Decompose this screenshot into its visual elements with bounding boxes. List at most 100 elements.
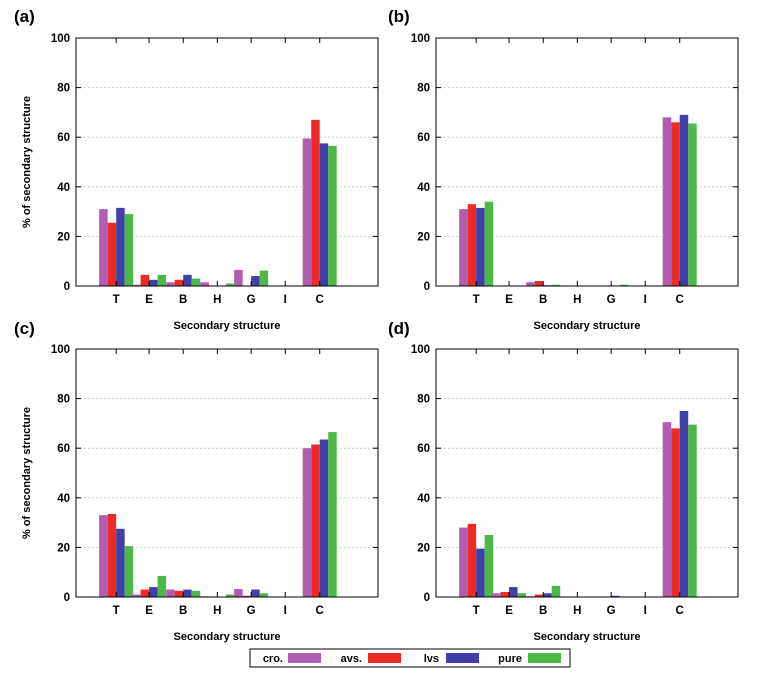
y-tick-label: 60: [417, 132, 430, 144]
bar-T-pure: [124, 546, 134, 597]
y-tick-label: 0: [424, 281, 430, 293]
bar-E-cro: [492, 593, 501, 597]
legend-swatch-avs: [368, 653, 401, 663]
bar-B-avs: [174, 590, 184, 597]
panel-b: 0 20 40 60 80 100 T E B H G I C (b) Secondary structur…: [388, 7, 739, 332]
bar-C-lvs: [319, 143, 329, 286]
panel-label: (b): [388, 7, 410, 26]
x-tick-label: I: [644, 605, 647, 617]
bar-B-cro: [526, 282, 535, 286]
plot-frame: [75, 37, 379, 287]
bar-C-pure: [688, 424, 697, 597]
x-tick-label: C: [316, 605, 324, 617]
bar-C-lvs: [679, 114, 689, 286]
bar-T-cro: [459, 209, 468, 286]
y-tick-label: 80: [57, 394, 70, 406]
bar-T-pure: [484, 201, 494, 286]
x-tick-label: B: [179, 294, 187, 306]
bar-T-avs: [107, 513, 117, 597]
bar-T-lvs: [476, 548, 485, 597]
x-tick-label: C: [676, 294, 684, 306]
legend-box: [249, 648, 571, 668]
bar-B-pure: [551, 284, 561, 286]
bar-C-avs: [311, 119, 320, 286]
y-tick-label: 40: [57, 493, 70, 505]
x-axis-label: Secondary structure: [174, 320, 281, 332]
x-tick-label: E: [145, 605, 153, 617]
bar-E-pure: [517, 593, 527, 597]
panel-a: 0 20 40 60 80 100 T E B H G I C (a) Secondary structur…: [14, 7, 379, 332]
y-tick-label: 100: [51, 344, 70, 356]
legend-swatch-lvs: [446, 653, 479, 663]
x-tick-label: T: [113, 294, 120, 306]
x-tick-label: H: [213, 294, 221, 306]
bar-T-avs: [467, 523, 477, 597]
legend-swatch-pure: [528, 653, 561, 663]
bar-G-pure: [259, 270, 269, 286]
bar-H-cro: [200, 282, 209, 286]
y-axis-label: % of secondary structure: [21, 96, 33, 228]
bar-C-lvs: [319, 439, 329, 597]
bar-E-avs: [140, 589, 150, 597]
bar-C-pure: [328, 432, 337, 597]
bar-T-lvs: [116, 207, 125, 286]
x-tick-label: T: [473, 294, 480, 306]
bar-B-lvs: [183, 589, 192, 597]
x-tick-label: H: [573, 294, 581, 306]
y-tick-label: 60: [57, 132, 70, 144]
bar-C-avs: [671, 428, 680, 597]
bar-C-cro: [302, 448, 312, 597]
bar-E-lvs: [509, 587, 518, 597]
bar-E-cro: [132, 284, 141, 286]
x-tick-label: E: [505, 605, 513, 617]
panel-d: 0 20 40 60 80 100 T E B H G I C (d) Secondary structur…: [388, 319, 739, 643]
bar-B-cro: [166, 589, 175, 597]
panel-label: (c): [14, 319, 35, 338]
y-tick-label: 20: [57, 542, 70, 554]
x-axis-label: Secondary structure: [534, 631, 641, 643]
bar-E-pure: [157, 575, 167, 597]
bar-T-pure: [484, 535, 494, 597]
bar-B-lvs: [183, 274, 192, 286]
bar-B-cro: [166, 282, 175, 286]
legend-label-pure: pure: [498, 653, 522, 665]
bar-E-pure: [157, 274, 167, 286]
bar-C-pure: [328, 145, 337, 286]
y-tick-label: 0: [64, 281, 70, 293]
y-tick-label: 60: [417, 443, 430, 455]
bar-E-lvs: [149, 587, 158, 597]
x-tick-label: G: [247, 605, 256, 617]
panel-c: 0 20 40 60 80 100 T E B H G I C (c) Secondary structur…: [14, 319, 379, 643]
x-tick-label: I: [284, 294, 287, 306]
x-tick-label: B: [539, 605, 547, 617]
bar-E-lvs: [149, 279, 158, 286]
y-tick-label: 80: [417, 394, 430, 406]
bar-T-pure: [124, 214, 134, 286]
y-tick-label: 80: [57, 83, 70, 95]
bar-C-cro: [662, 422, 672, 597]
y-tick-label: 40: [417, 182, 430, 194]
bar-E-avs: [500, 592, 510, 597]
y-tick-label: 100: [411, 33, 430, 45]
x-tick-label: T: [473, 605, 480, 617]
legend-label-lvs: lvs: [424, 653, 439, 665]
bar-H-pure: [225, 283, 235, 286]
bar-G-cro: [234, 589, 243, 597]
bar-T-lvs: [116, 528, 125, 597]
x-tick-label: B: [539, 294, 547, 306]
bar-C-avs: [671, 122, 680, 286]
y-tick-label: 100: [51, 33, 70, 45]
bar-E-cro: [132, 594, 141, 597]
legend-swatch-cro: [288, 653, 321, 663]
x-tick-label: B: [179, 605, 187, 617]
bar-C-pure: [688, 123, 697, 286]
x-axis-label: Secondary structure: [174, 631, 281, 643]
y-tick-label: 0: [64, 592, 70, 604]
bar-G-pure: [259, 593, 269, 597]
bar-B-avs: [174, 279, 184, 286]
legend-label-cro: cro.: [263, 653, 283, 665]
y-tick-label: 100: [411, 344, 430, 356]
bar-C-cro: [662, 117, 672, 286]
legend: cro. avs. lvs pure: [249, 648, 571, 668]
x-tick-label: T: [113, 605, 120, 617]
